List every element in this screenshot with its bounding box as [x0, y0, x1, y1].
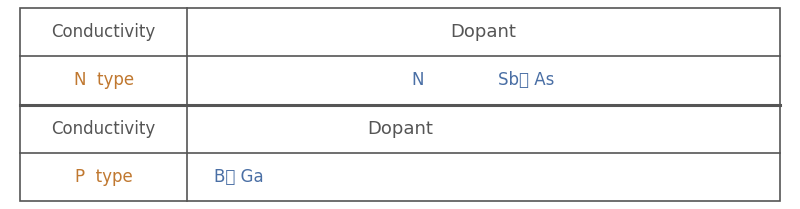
Text: Conductivity: Conductivity	[51, 120, 156, 138]
Text: Dopant: Dopant	[450, 23, 517, 41]
Text: Conductivity: Conductivity	[51, 23, 156, 41]
Text: B， Ga: B， Ga	[214, 168, 263, 186]
Text: Dopant: Dopant	[367, 120, 433, 138]
Text: N  type: N type	[74, 71, 134, 89]
Text: P  type: P type	[74, 168, 133, 186]
Text: N              Sb， As: N Sb， As	[413, 71, 554, 89]
